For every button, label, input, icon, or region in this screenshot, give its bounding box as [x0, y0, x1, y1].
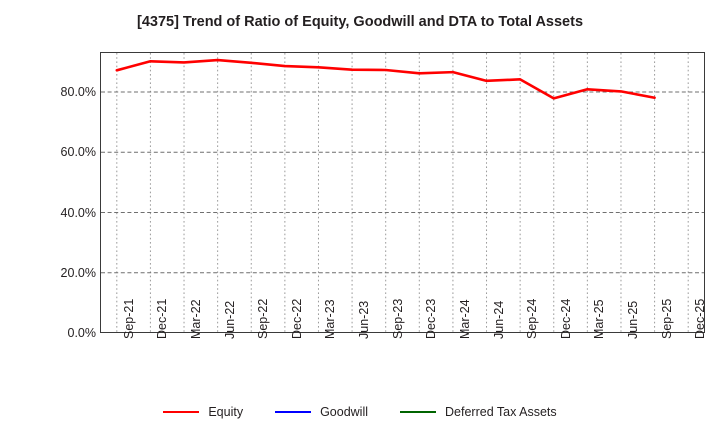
legend-label: Equity — [208, 405, 244, 419]
x-tick-label: Sep-23 — [390, 298, 405, 339]
legend-label: Goodwill — [320, 405, 369, 419]
x-tick-label: Sep-25 — [659, 298, 674, 339]
x-tick-label: Sep-22 — [256, 298, 271, 339]
x-tick-label: Mar-22 — [189, 299, 204, 339]
x-tick-label: Jun-23 — [357, 300, 372, 339]
legend-swatch-icon — [275, 411, 312, 413]
x-tick-label: Mar-23 — [323, 299, 338, 339]
x-tick-label: Dec-21 — [155, 298, 170, 339]
legend-item[interactable]: Equity — [163, 405, 243, 419]
x-tick-label: Sep-24 — [525, 298, 540, 339]
x-tick-label: Sep-21 — [121, 298, 136, 339]
y-tick-label: 20.0% — [60, 265, 96, 280]
chart-title: [4375] Trend of Ratio of Equity, Goodwil… — [136, 14, 584, 30]
x-tick-label: Jun-25 — [625, 300, 640, 339]
legend-item[interactable]: Goodwill — [275, 405, 368, 419]
x-tick-label: Dec-24 — [558, 298, 573, 339]
legend-item[interactable]: Deferred Tax Assets — [400, 405, 557, 419]
y-tick-label: 60.0% — [60, 145, 96, 160]
x-tick-label: Dec-25 — [693, 298, 708, 339]
y-axis-labels: 0.0% 20.0% 40.0% 60.0% 80.0% — [0, 0, 96, 440]
x-tick-label: Mar-24 — [457, 299, 472, 339]
chart-legend: Equity Goodwill Deferred Tax Assets — [0, 405, 720, 419]
x-tick-label: Mar-25 — [592, 299, 607, 339]
x-tick-label: Jun-24 — [491, 300, 506, 339]
legend-swatch-icon — [163, 411, 200, 413]
legend-swatch-icon — [400, 411, 437, 413]
y-tick-label: 0.0% — [67, 326, 97, 340]
legend-label: Deferred Tax Assets — [445, 405, 557, 419]
x-tick-label: Jun-22 — [222, 300, 237, 339]
y-tick-label: 40.0% — [60, 205, 96, 220]
x-tick-label: Dec-23 — [424, 298, 439, 339]
x-tick-label: Dec-22 — [289, 298, 304, 339]
y-tick-label: 80.0% — [60, 85, 96, 99]
